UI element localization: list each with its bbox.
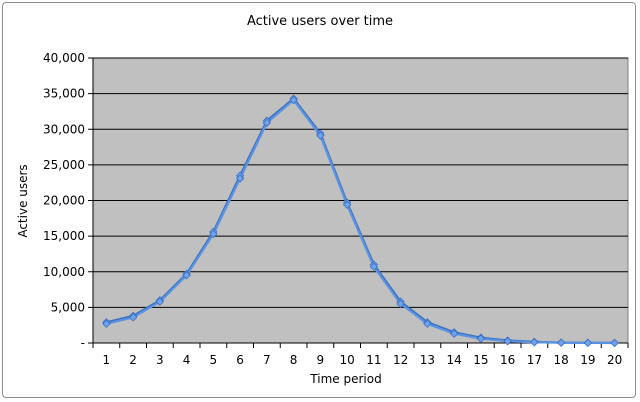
x-tick-label: 3 xyxy=(156,353,164,367)
y-tick-label: 40,000 xyxy=(43,51,85,65)
x-tick-label: 9 xyxy=(317,353,325,367)
y-tick-label: 5,000 xyxy=(51,300,85,314)
data-point xyxy=(342,200,352,209)
x-tick-label: 6 xyxy=(236,353,244,367)
series-line xyxy=(106,98,615,345)
x-tick-label: 5 xyxy=(210,353,218,367)
y-tick-label: 20,000 xyxy=(43,194,85,208)
y-tick-label: 10,000 xyxy=(43,265,85,279)
y-tick-label: 15,000 xyxy=(43,229,85,243)
data-point xyxy=(209,229,218,239)
data-point xyxy=(530,338,539,347)
x-tick-label: 8 xyxy=(290,353,298,367)
data-point xyxy=(396,299,405,308)
data-point xyxy=(583,338,593,348)
y-tick-label: 35,000 xyxy=(43,87,85,101)
x-tick-label: 20 xyxy=(607,353,622,367)
data-point xyxy=(316,131,325,140)
x-axis-ticks: 1 2 3 4 5 6 7 8 9 10 11 12 13 14 15 16 17 18 19 20 xyxy=(92,343,629,367)
series-group xyxy=(102,94,619,348)
x-tick-label: 18 xyxy=(553,353,568,367)
x-tick-label: 11 xyxy=(366,353,381,367)
data-point xyxy=(423,319,432,328)
data-point xyxy=(128,313,138,322)
x-tick-label: 17 xyxy=(527,353,542,367)
x-tick-label: 7 xyxy=(263,353,271,367)
data-point xyxy=(289,95,298,105)
x-tick-label: 15 xyxy=(473,353,488,367)
data-point xyxy=(556,338,566,347)
data-point xyxy=(235,174,245,183)
y-axis-title: Active users xyxy=(16,164,30,237)
data-point xyxy=(262,118,272,128)
data-point xyxy=(610,338,619,348)
y-tick-label: 25,000 xyxy=(43,158,85,172)
x-tick-label: 12 xyxy=(393,353,408,367)
data-point xyxy=(182,271,191,280)
x-tick-label: 10 xyxy=(339,353,354,367)
data-point xyxy=(449,329,459,338)
x-tick-label: 4 xyxy=(183,353,191,367)
x-tick-label: 16 xyxy=(500,353,515,367)
x-tick-label: 2 xyxy=(129,353,137,367)
y-tick-label: - xyxy=(81,336,85,350)
y-tick-label: 30,000 xyxy=(43,122,85,136)
data-point xyxy=(369,262,379,271)
x-axis-title: Time period xyxy=(309,372,381,386)
x-tick-label: 13 xyxy=(420,353,435,367)
data-point xyxy=(155,297,165,306)
chart-title: Active users over time xyxy=(247,14,393,29)
data-point xyxy=(102,319,111,328)
x-tick-label: 14 xyxy=(446,353,461,367)
x-tick-label: 19 xyxy=(580,353,595,367)
data-point xyxy=(503,337,512,346)
data-point xyxy=(476,334,486,343)
x-tick-label: 1 xyxy=(103,353,111,367)
